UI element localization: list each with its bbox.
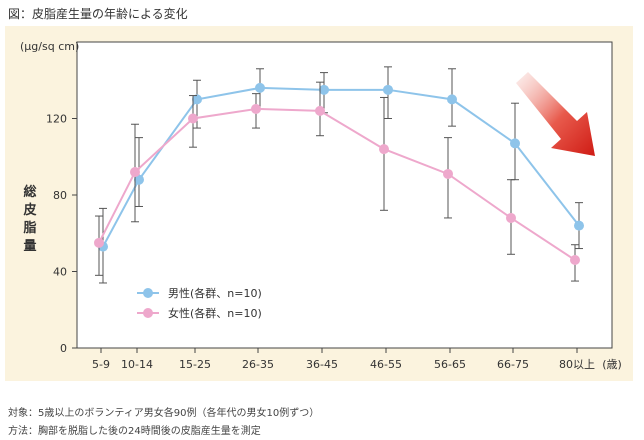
legend-label: 男性(各群、n=10) (168, 286, 262, 300)
note-subjects: 対象：5歳以上のボランティア男女各90例（各年代の男女10例ずつ） (8, 408, 320, 419)
note-method: 方法：胸部を脱脂した後の24時間後の皮脂産生量を測定 (8, 426, 261, 437)
legend-label: 女性(各群、n=10) (168, 306, 262, 320)
data-point (188, 113, 198, 124)
data-point (130, 167, 140, 178)
x-tick-label: 66-75 (497, 358, 529, 371)
x-tick-label: 26-35 (242, 358, 274, 371)
x-tick-label: 36-45 (306, 358, 338, 371)
y-tick-label: 80 (53, 189, 67, 202)
y-axis-label-char: 脂 (22, 220, 36, 236)
data-point (570, 255, 580, 266)
data-point (319, 84, 329, 95)
y-tick-label: 120 (46, 113, 67, 126)
data-point (255, 82, 265, 93)
decline-arrow (516, 72, 595, 156)
data-point (251, 103, 261, 114)
data-point (379, 144, 389, 155)
x-tick-label: 56-65 (434, 358, 466, 371)
data-point (192, 94, 202, 105)
data-point (315, 105, 325, 116)
data-point (134, 174, 144, 185)
data-point (574, 220, 584, 231)
plot-area (76, 41, 613, 349)
data-point (510, 138, 520, 149)
y-axis-label-char: 皮 (22, 202, 36, 218)
legend-marker (143, 288, 153, 298)
x-tick-label: 15-25 (179, 358, 211, 371)
data-point (443, 168, 453, 179)
x-tick-label: 5-9 (92, 358, 110, 371)
y-tick-label: 40 (53, 266, 67, 279)
data-point (447, 94, 457, 105)
y-axis-label-char: 量 (23, 239, 36, 254)
data-point (383, 84, 393, 95)
chart-title: 図：皮脂産生量の年齢による変化 (8, 7, 188, 21)
y-unit-label: (μg/sq cm) (20, 40, 79, 53)
x-tick-label: 10-14 (121, 358, 153, 371)
data-point (506, 212, 516, 223)
y-axis-label-char: 総 (23, 184, 36, 200)
data-point (94, 237, 104, 248)
legend-marker (143, 308, 153, 318)
x-tick-label: 80以上 (559, 358, 595, 371)
y-tick-label: 0 (60, 342, 67, 355)
x-unit-label: (歳) (602, 358, 622, 371)
x-tick-label: 46-55 (370, 358, 402, 371)
